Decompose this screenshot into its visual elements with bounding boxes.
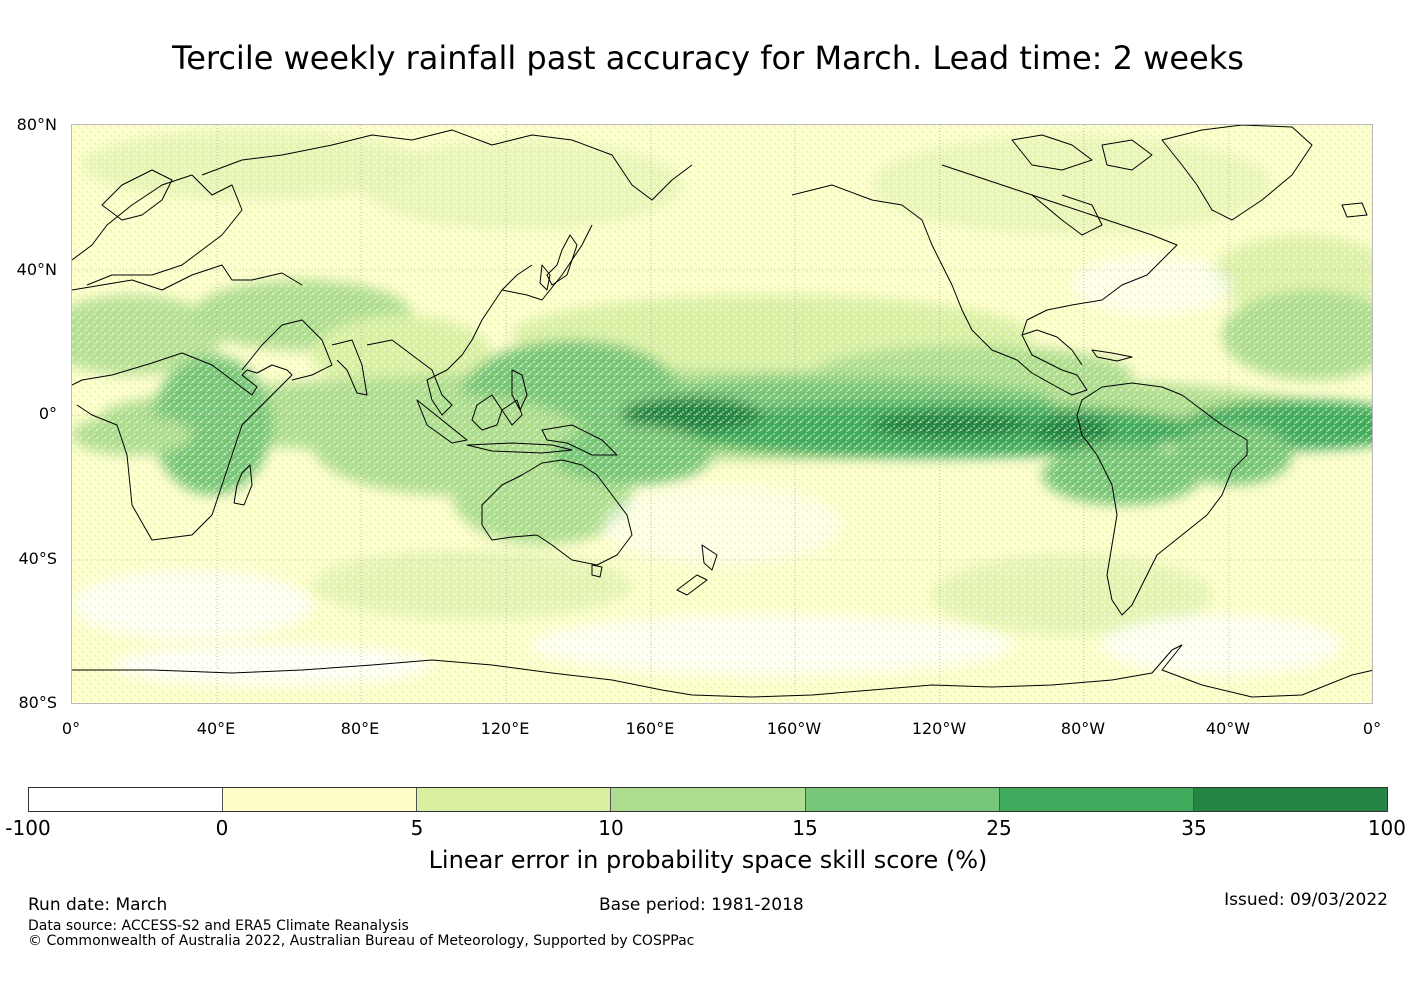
lon-label-0: 0° <box>61 719 81 738</box>
lat-label-80n: 80°N <box>16 115 57 134</box>
lon-label-80w: 80°W <box>1060 719 1106 738</box>
run-date: Run date: March <box>28 895 168 915</box>
colorbar-segment <box>223 788 418 811</box>
lat-label-40s: 40°S <box>18 549 57 568</box>
skill-score-map <box>71 124 1373 704</box>
colorbar-segment <box>999 788 1194 811</box>
page-title: Tercile weekly rainfall past accuracy fo… <box>172 39 1244 77</box>
colorbar-label: Linear error in probability space skill … <box>428 846 988 874</box>
colorbar-tick: 100 <box>1367 816 1406 840</box>
lon-label-120w: 120°W <box>911 719 967 738</box>
lat-label-40n: 40°N <box>16 260 57 279</box>
colorbar-segment <box>29 788 224 811</box>
lat-label-0: 0° <box>38 404 57 423</box>
colorbar-tick: -100 <box>5 816 51 840</box>
colorbar-tick: 35 <box>1181 816 1207 840</box>
lon-label-160w: 160°W <box>766 719 822 738</box>
world-map-svg <box>72 125 1372 703</box>
colorbar-segment <box>1193 788 1387 811</box>
colorbar-segment <box>611 788 806 811</box>
issued-date: Issued: 09/03/2022 <box>1224 890 1388 910</box>
lon-label-120e: 120°E <box>480 719 530 738</box>
colorbar-tick: 25 <box>986 816 1012 840</box>
lon-label-0-right: 0° <box>1362 719 1382 738</box>
colorbar-tick: 15 <box>792 816 818 840</box>
lon-label-80e: 80°E <box>340 719 380 738</box>
copyright: © Commonwealth of Australia 2022, Austra… <box>28 933 695 949</box>
colorbar-tick: 5 <box>410 816 424 840</box>
lat-label-80s: 80°S <box>18 693 57 712</box>
lon-label-40e: 40°E <box>196 719 236 738</box>
base-period: Base period: 1981-2018 <box>599 895 804 915</box>
coastlines <box>72 125 1372 698</box>
colorbar-tick: 0 <box>215 816 229 840</box>
data-source: Data source: ACCESS-S2 and ERA5 Climate … <box>28 918 409 934</box>
lon-label-160e: 160°E <box>625 719 675 738</box>
colorbar-tick: 10 <box>598 816 624 840</box>
map-gridlines <box>72 125 1372 703</box>
colorbar-segment <box>805 788 1000 811</box>
colorbar <box>28 787 1388 812</box>
colorbar-segment <box>417 788 612 811</box>
lon-label-40w: 40°W <box>1205 719 1251 738</box>
